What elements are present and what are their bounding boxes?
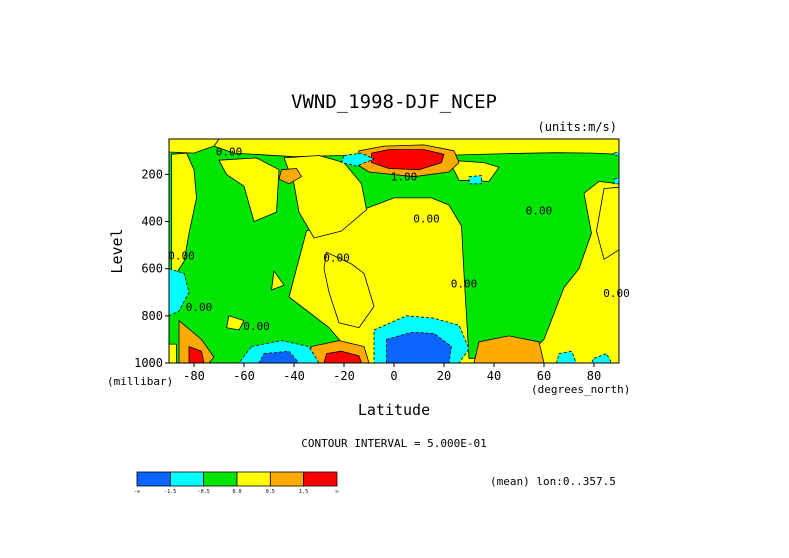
colorbar-label-5: 1.5 [299, 489, 308, 495]
contour-label-3: 0.00 [243, 320, 270, 333]
colorbar-swatch-5 [303, 471, 338, 487]
y-tick-label-4: 1000 [134, 356, 163, 370]
colorbar-swatch-2 [203, 471, 238, 487]
colorbar-label-2: -0.5 [198, 489, 210, 495]
contour-region-2 [169, 139, 220, 154]
x-tick-label-6: 40 [487, 369, 501, 383]
contour-region-19 [341, 152, 375, 167]
contour-label-6: 0.00 [413, 213, 440, 226]
contour-region-14 [473, 335, 545, 363]
chart-title: VWND_1998-DJF_NCEP [291, 91, 497, 113]
contour-label-2: 0.00 [186, 301, 213, 314]
contour-region-23 [258, 350, 300, 363]
contour-region-7 [323, 251, 375, 329]
contour-region-26 [556, 350, 577, 363]
x-tick-label-7: 60 [537, 369, 551, 383]
x-tick-label-0: -80 [183, 369, 205, 383]
contour-label-0: 0.00 [216, 146, 243, 159]
x-tick-label-4: 0 [390, 369, 397, 383]
y-tick-label-3: 800 [141, 309, 163, 323]
x-tick-label-5: 20 [437, 369, 451, 383]
contour-label-1: 0.00 [168, 249, 195, 262]
colorbar-label-3: 0.0 [232, 489, 241, 495]
y-tick-label-2: 600 [141, 262, 163, 276]
contour-region-20 [468, 175, 482, 185]
contour-region-13 [278, 168, 302, 185]
contour-region-30 [169, 343, 177, 363]
mean-text: (mean) lon:0..357.5 [490, 475, 616, 488]
contour-label-5: 1.00 [391, 170, 418, 183]
contour-labels: 0.00 0.00 0.00 0.00 0.00 1.00 0.00 0.00 0.00 0.00 [168, 146, 630, 334]
contour-region-8 [226, 315, 245, 331]
colorbar-swatch-4 [269, 471, 305, 487]
contour-label-9: 0.00 [603, 287, 630, 300]
contour-region-12 [371, 149, 445, 171]
x-tick-label-1: -60 [233, 369, 255, 383]
contour-region-17 [178, 320, 215, 363]
contour-region-29 [613, 177, 619, 185]
y-unit-label: (millibar) [107, 375, 173, 388]
contour-region-28 [613, 151, 619, 156]
contour-region-16 [323, 350, 362, 363]
contour-region-27 [591, 353, 612, 363]
colorbar-label-0: -∞ [134, 489, 140, 495]
contour-label-8: 0.00 [526, 205, 553, 218]
colorbar-swatch-3 [236, 471, 271, 487]
contour-region-9 [271, 270, 285, 291]
colorbar-label-6: ∞ [335, 489, 338, 495]
y-axis-label: Level [108, 228, 126, 273]
x-axis-label: Latitude [358, 401, 430, 419]
y-tick-label-0: 200 [141, 167, 163, 181]
colorbar-label-4: 0.5 [266, 489, 275, 495]
y-axis-ticks: 200 400 600 800 1000 [134, 167, 169, 370]
filled-contours [169, 139, 619, 363]
x-axis-ticks: -80 -60 -40 -20 0 20 40 60 80 [183, 363, 601, 383]
contour-region-6 [448, 159, 500, 182]
colorbar: -∞ -1.5 -0.5 0.0 0.5 1.5 ∞ [134, 471, 339, 495]
contour-region-18 [188, 346, 205, 363]
contour-region-21 [169, 268, 190, 317]
contour-region-5 [283, 155, 367, 239]
contour-interval-text: CONTOUR INTERVAL = 5.000E-01 [301, 437, 486, 450]
y-tick-label-1: 400 [141, 215, 163, 229]
x-unit-label: (degrees_north) [531, 383, 630, 396]
x-tick-label-3: -20 [333, 369, 355, 383]
colorbar-swatch-1 [169, 471, 205, 487]
x-tick-label-2: -40 [283, 369, 305, 383]
contour-region-25 [386, 331, 452, 363]
contour-region-10 [596, 186, 619, 260]
colorbar-swatch-0 [136, 471, 171, 487]
contour-region-4 [218, 157, 280, 222]
contour-label-4: 0.00 [323, 252, 350, 265]
colorbar-label-1: -1.5 [164, 489, 176, 495]
contour-label-7: 0.00 [451, 278, 478, 291]
x-tick-label-8: 80 [587, 369, 601, 383]
units-label: (units:m/s) [538, 120, 617, 134]
